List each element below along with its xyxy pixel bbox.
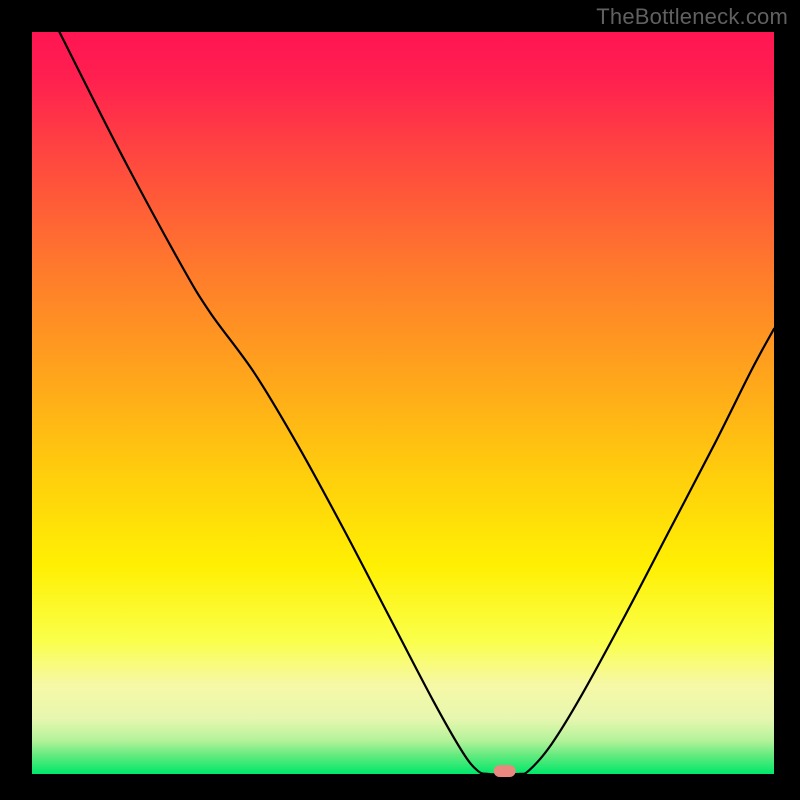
plot-background — [32, 32, 774, 774]
chart-container: TheBottleneck.com — [0, 0, 800, 800]
watermark-text: TheBottleneck.com — [596, 4, 788, 30]
optimal-point-marker — [494, 765, 516, 777]
bottleneck-chart-svg — [0, 0, 800, 800]
